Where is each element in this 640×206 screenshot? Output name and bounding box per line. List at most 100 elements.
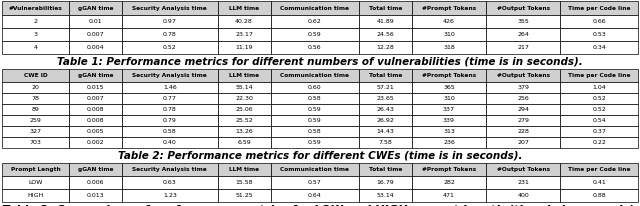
- Text: 0.64: 0.64: [308, 193, 321, 198]
- Bar: [359, 176, 412, 189]
- Text: 7.58: 7.58: [378, 140, 392, 145]
- Bar: [486, 82, 560, 93]
- Bar: [122, 189, 218, 202]
- Bar: [122, 137, 218, 148]
- Text: 0.54: 0.54: [592, 118, 606, 123]
- Text: LLM time: LLM time: [229, 73, 259, 78]
- Bar: [2, 126, 69, 137]
- Text: 327: 327: [29, 129, 42, 134]
- Bar: [412, 163, 486, 176]
- Bar: [412, 176, 486, 189]
- Bar: [412, 93, 486, 104]
- Bar: [271, 189, 359, 202]
- Text: 0.78: 0.78: [163, 32, 177, 37]
- Bar: [412, 41, 486, 54]
- Text: 0.53: 0.53: [592, 32, 606, 37]
- Text: 20: 20: [31, 85, 40, 90]
- Text: Security Analysis time: Security Analysis time: [132, 6, 207, 11]
- Bar: [2, 176, 69, 189]
- Text: 26.92: 26.92: [376, 118, 394, 123]
- Bar: [486, 115, 560, 126]
- Text: Security Analysis time: Security Analysis time: [132, 167, 207, 172]
- Text: 0.37: 0.37: [592, 129, 606, 134]
- Bar: [486, 163, 560, 176]
- Bar: [486, 28, 560, 41]
- Bar: [2, 115, 69, 126]
- Text: 16.79: 16.79: [376, 180, 394, 185]
- Bar: [359, 126, 412, 137]
- Bar: [486, 104, 560, 115]
- Text: 471: 471: [443, 193, 455, 198]
- Bar: [412, 126, 486, 137]
- Text: 355: 355: [517, 19, 529, 24]
- Bar: [560, 41, 638, 54]
- Text: gGAN time: gGAN time: [78, 6, 113, 11]
- Bar: [271, 28, 359, 41]
- Bar: [122, 82, 218, 93]
- Text: 310: 310: [443, 32, 455, 37]
- Bar: [560, 104, 638, 115]
- Text: #Vulnerabilities: #Vulnerabilities: [8, 6, 63, 11]
- Bar: [486, 15, 560, 28]
- Text: 55.14: 55.14: [236, 85, 253, 90]
- Bar: [218, 189, 271, 202]
- Text: 25.06: 25.06: [236, 107, 253, 112]
- Bar: [218, 15, 271, 28]
- Text: 0.015: 0.015: [87, 85, 104, 90]
- Bar: [69, 15, 122, 28]
- Bar: [122, 104, 218, 115]
- Text: 22.30: 22.30: [235, 96, 253, 101]
- Text: 3: 3: [33, 32, 38, 37]
- Bar: [486, 41, 560, 54]
- Bar: [560, 82, 638, 93]
- Text: 11.19: 11.19: [236, 45, 253, 50]
- Text: 0.40: 0.40: [163, 140, 177, 145]
- Bar: [486, 189, 560, 202]
- Bar: [69, 104, 122, 115]
- Bar: [122, 115, 218, 126]
- Text: 0.60: 0.60: [308, 85, 321, 90]
- Bar: [69, 1, 122, 15]
- Bar: [271, 1, 359, 15]
- Bar: [412, 82, 486, 93]
- Text: 426: 426: [443, 19, 455, 24]
- Bar: [69, 176, 122, 189]
- Bar: [2, 15, 69, 28]
- Bar: [359, 115, 412, 126]
- Text: 1.23: 1.23: [163, 193, 177, 198]
- Bar: [69, 137, 122, 148]
- Text: #Output Tokens: #Output Tokens: [497, 6, 550, 11]
- Bar: [271, 41, 359, 54]
- Bar: [69, 41, 122, 54]
- Text: 228: 228: [517, 129, 529, 134]
- Bar: [359, 137, 412, 148]
- Text: #Prompt Tokens: #Prompt Tokens: [422, 6, 476, 11]
- Text: 15.58: 15.58: [236, 180, 253, 185]
- Text: 0.88: 0.88: [593, 193, 606, 198]
- Text: Prompt Length: Prompt Length: [11, 167, 60, 172]
- Text: Total time: Total time: [369, 6, 402, 11]
- Bar: [271, 15, 359, 28]
- Text: 23.65: 23.65: [376, 96, 394, 101]
- Bar: [560, 126, 638, 137]
- Bar: [560, 1, 638, 15]
- Text: 78: 78: [31, 96, 40, 101]
- Bar: [69, 189, 122, 202]
- Text: #Output Tokens: #Output Tokens: [497, 167, 550, 172]
- Text: 2: 2: [33, 19, 38, 24]
- Bar: [560, 115, 638, 126]
- Bar: [486, 69, 560, 82]
- Text: 0.002: 0.002: [87, 140, 104, 145]
- Bar: [271, 69, 359, 82]
- Text: 1.46: 1.46: [163, 85, 177, 90]
- Text: 0.97: 0.97: [163, 19, 177, 24]
- Text: 0.005: 0.005: [87, 129, 104, 134]
- Bar: [271, 82, 359, 93]
- Text: 24.56: 24.56: [376, 32, 394, 37]
- Bar: [359, 189, 412, 202]
- Text: gGAN time: gGAN time: [78, 167, 113, 172]
- Bar: [122, 41, 218, 54]
- Bar: [359, 93, 412, 104]
- Text: 53.14: 53.14: [376, 193, 394, 198]
- Bar: [2, 82, 69, 93]
